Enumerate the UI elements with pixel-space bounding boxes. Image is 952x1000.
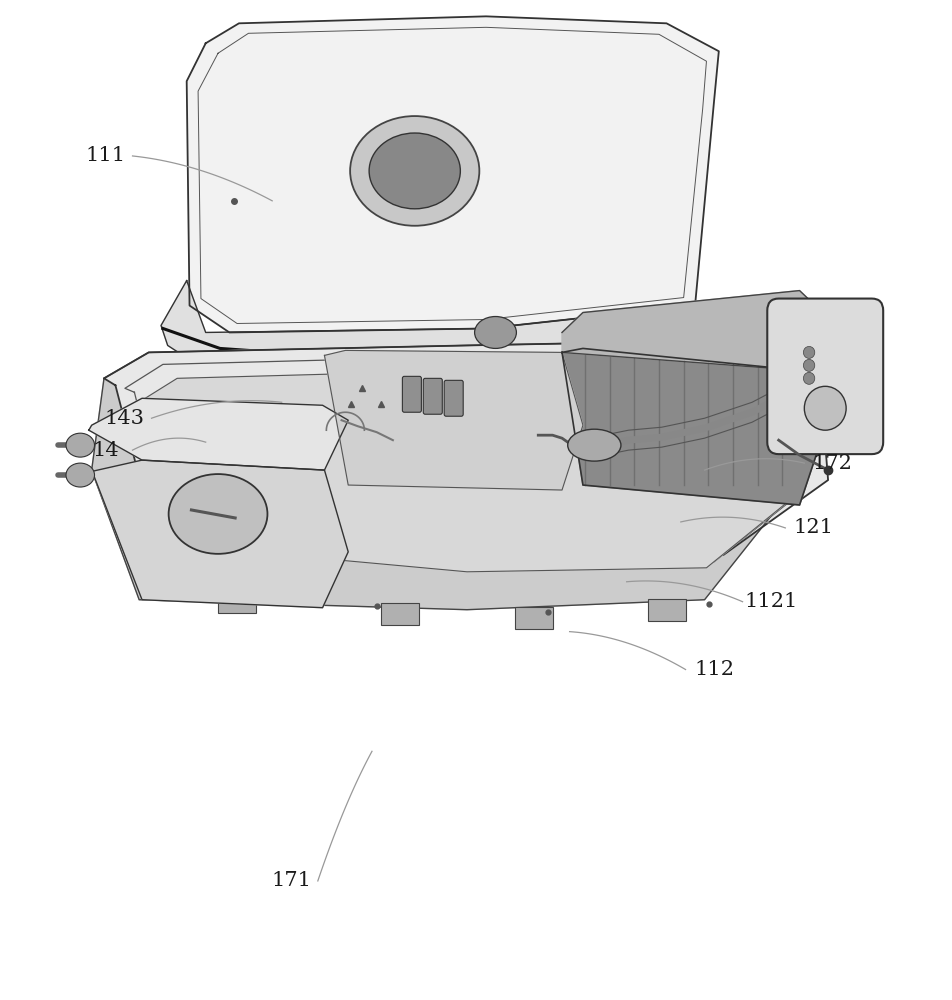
Text: 121: 121 bbox=[793, 518, 833, 537]
Ellipse shape bbox=[66, 463, 94, 487]
Text: 1121: 1121 bbox=[744, 592, 797, 611]
Ellipse shape bbox=[474, 317, 516, 348]
Text: 111: 111 bbox=[86, 146, 126, 165]
Polygon shape bbox=[91, 340, 818, 610]
Ellipse shape bbox=[368, 133, 460, 209]
Ellipse shape bbox=[803, 359, 814, 371]
FancyBboxPatch shape bbox=[766, 299, 883, 454]
Bar bbox=[218, 591, 256, 613]
Text: 171: 171 bbox=[271, 871, 311, 890]
Polygon shape bbox=[142, 365, 789, 572]
Polygon shape bbox=[562, 291, 820, 370]
Polygon shape bbox=[324, 350, 583, 490]
Ellipse shape bbox=[567, 429, 621, 461]
Bar bbox=[646, 599, 684, 621]
Polygon shape bbox=[187, 16, 718, 332]
Text: 143: 143 bbox=[105, 409, 145, 428]
Ellipse shape bbox=[803, 386, 845, 430]
FancyBboxPatch shape bbox=[402, 376, 421, 412]
Bar bbox=[514, 607, 552, 629]
Ellipse shape bbox=[803, 372, 814, 384]
Ellipse shape bbox=[169, 474, 268, 554]
Polygon shape bbox=[562, 348, 820, 505]
Ellipse shape bbox=[803, 346, 814, 358]
Polygon shape bbox=[89, 398, 347, 470]
Polygon shape bbox=[89, 460, 347, 608]
Polygon shape bbox=[161, 281, 718, 376]
FancyBboxPatch shape bbox=[423, 378, 442, 414]
Bar bbox=[381, 603, 419, 625]
Ellipse shape bbox=[66, 433, 94, 457]
Text: 112: 112 bbox=[693, 660, 733, 679]
FancyBboxPatch shape bbox=[444, 380, 463, 416]
Text: 14: 14 bbox=[92, 441, 119, 460]
Ellipse shape bbox=[349, 116, 479, 226]
Text: 172: 172 bbox=[812, 454, 852, 473]
Polygon shape bbox=[104, 340, 827, 560]
